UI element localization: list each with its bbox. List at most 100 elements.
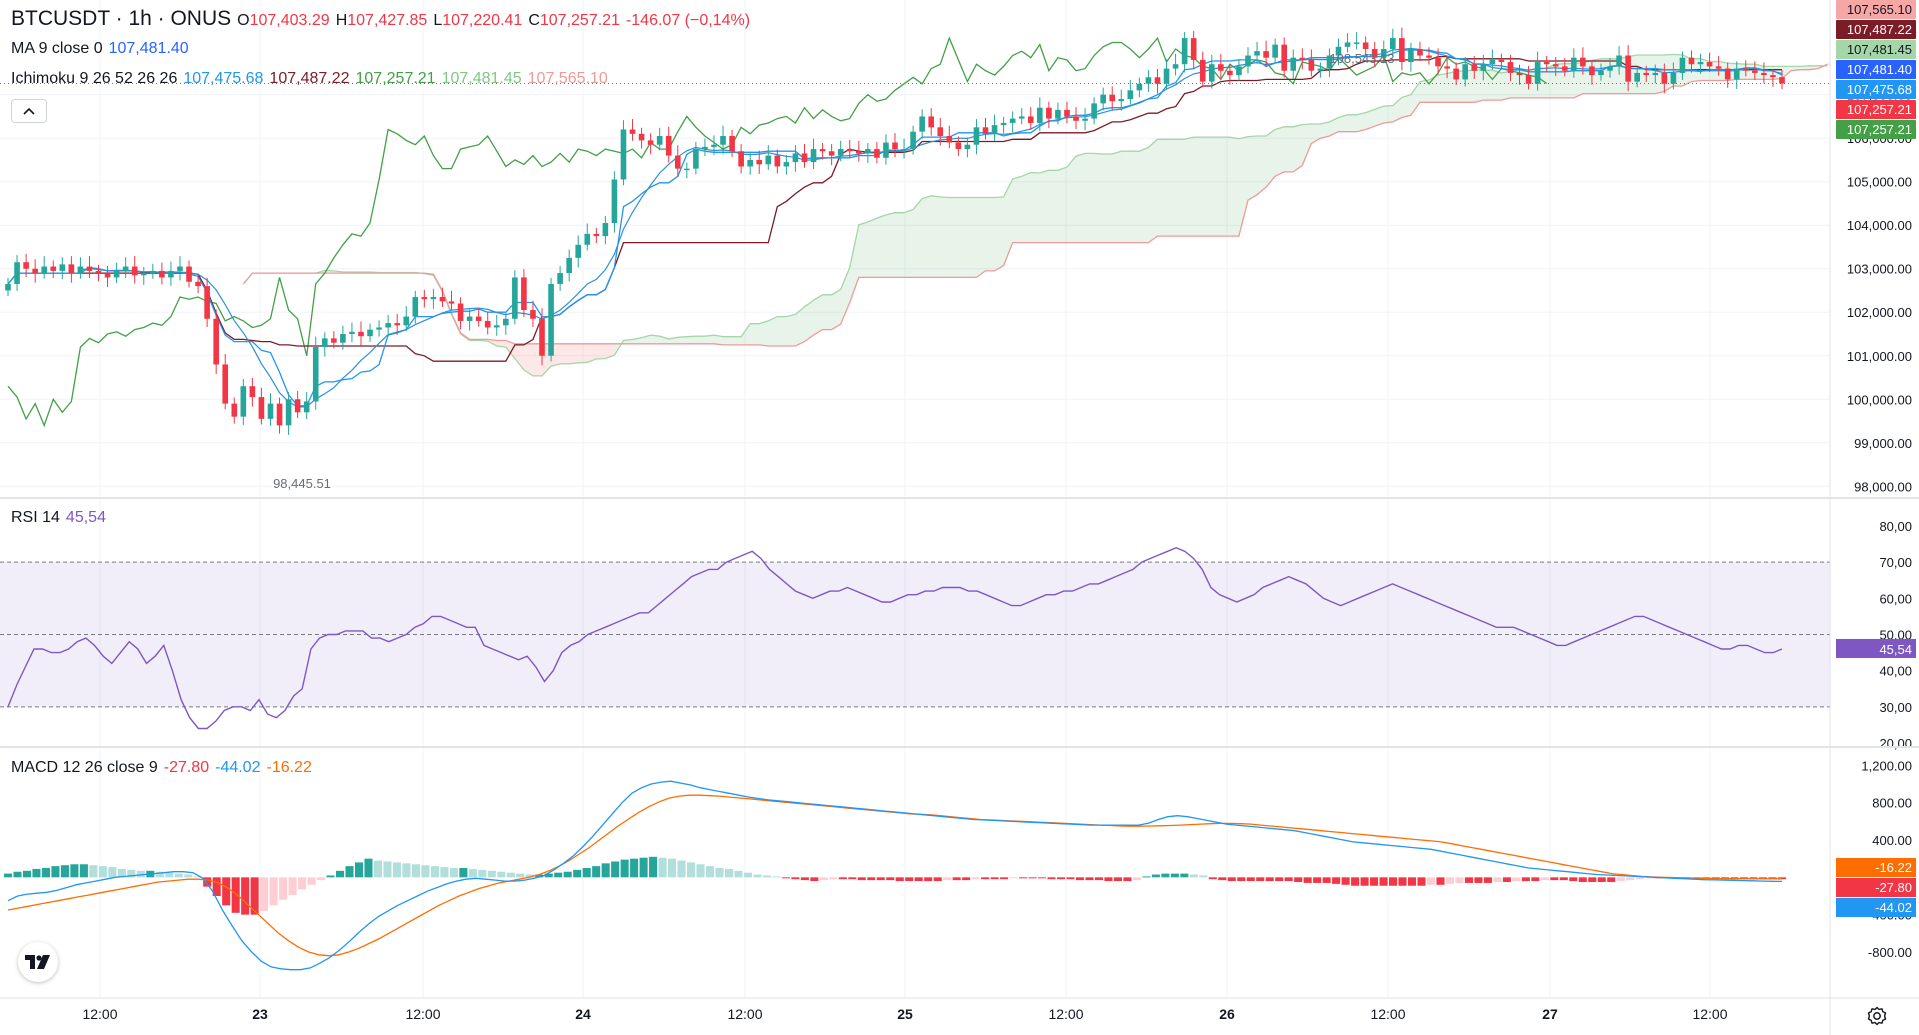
ichimoku-legend[interactable]: Ichimoku 9 26 52 26 26 107,475.68 107,487.…: [11, 70, 614, 88]
macd-histogram-bar: [1635, 877, 1644, 880]
candle-body: [638, 133, 645, 141]
cloud-segment: [1401, 94, 1411, 118]
candle-body: [1263, 51, 1269, 58]
macd-histogram-bar: [924, 877, 933, 882]
candle-body: [1227, 70, 1233, 76]
rsi-legend-value: 45,54: [65, 509, 106, 526]
tradingview-logo[interactable]: [18, 942, 58, 982]
macd-legend-signal: -16.22: [266, 759, 312, 776]
ma-legend[interactable]: MA 9 close 0 107,481.40: [11, 40, 195, 58]
cloud-segment: [1247, 136, 1258, 201]
cloud-segment: [867, 218, 877, 278]
macd-histogram-bar: [1009, 877, 1018, 879]
candle-body: [955, 142, 962, 150]
cloud-segment: [1229, 137, 1239, 237]
macd-histogram-bar: [990, 877, 999, 880]
collapse-legend-button[interactable]: [11, 99, 47, 123]
cloud-segment: [1546, 64, 1556, 98]
cloud-segment: [750, 323, 760, 345]
candle-body: [240, 386, 247, 417]
macd-histogram-bar: [895, 877, 904, 882]
candle-body: [86, 266, 93, 271]
macd-histogram-bar: [1493, 877, 1502, 882]
macd-histogram-bar: [1379, 877, 1388, 886]
candle-body: [1136, 83, 1143, 91]
candle-body: [1697, 62, 1704, 65]
candle-body: [213, 318, 219, 365]
x-axis-label: 25: [897, 1006, 913, 1022]
x-axis-label: 23: [252, 1006, 268, 1022]
macd-histogram-bar: [1113, 877, 1122, 882]
candle-body: [910, 131, 916, 150]
macd-histogram-bar: [1161, 873, 1170, 878]
candle-body: [439, 297, 446, 302]
macd-histogram-bar: [430, 866, 439, 878]
cloud-segment: [813, 294, 823, 336]
cloud-segment: [578, 343, 588, 363]
candle-body: [1625, 55, 1631, 82]
cloud-segment: [587, 343, 597, 363]
price-tag-label: 107,487.22: [1847, 22, 1912, 37]
cloud-segment: [1202, 137, 1212, 237]
macd-legend[interactable]: MACD 12 26 close 9 -27.80 -44.02 -16.22: [11, 759, 318, 777]
gear-icon[interactable]: [1866, 1005, 1888, 1027]
macd-histogram-bar: [1189, 874, 1198, 878]
macd-histogram-bar: [421, 865, 430, 878]
macd-histogram-bar: [848, 877, 857, 880]
rsi-axis-label: 20,00: [1879, 736, 1912, 751]
cloud-segment: [1066, 156, 1077, 243]
macd-histogram-bar: [800, 877, 809, 881]
candle-body: [539, 318, 545, 356]
candle-body: [512, 277, 518, 319]
cloud-segment: [1175, 139, 1185, 237]
candles: 108,543.13 98,445.51: [0, 27, 1830, 491]
macd-histogram-bar: [1332, 877, 1341, 884]
macd-histogram-bar: [174, 873, 183, 878]
cloud-segment: [1410, 81, 1420, 116]
macd-histogram-bar: [1407, 877, 1417, 886]
macd-histogram-bar: [1341, 877, 1350, 885]
cloud-segment: [704, 335, 714, 344]
macd-histogram-bar: [1540, 877, 1549, 881]
rsi-value-tag-label: 45,54: [1879, 642, 1912, 657]
cloud-segment: [994, 196, 1004, 271]
macd-histogram-bar: [781, 877, 790, 879]
rsi-axis-label: 30,00: [1879, 700, 1912, 715]
candle-body: [828, 151, 835, 156]
candle-body: [77, 266, 84, 274]
candle-body: [466, 316, 473, 321]
x-axis-label: 26: [1219, 1006, 1235, 1022]
macd-histogram-bar: [1028, 877, 1037, 879]
cloud-segment: [605, 343, 615, 359]
candle-body: [901, 149, 907, 151]
candle-body: [195, 281, 201, 287]
macd-histogram-bar: [1199, 875, 1208, 878]
candle-body: [1571, 57, 1577, 71]
candle-body: [1082, 118, 1088, 121]
candle-body: [1634, 72, 1640, 82]
macd-histogram-bar: [1142, 876, 1151, 878]
macd-value-tag: [1836, 898, 1916, 917]
candle-body: [1534, 62, 1541, 84]
macd-value-tag: [1836, 858, 1916, 877]
candle-body: [1317, 68, 1324, 71]
price-tag: [1836, 40, 1916, 59]
cloud-segment: [1474, 70, 1484, 103]
candle-body: [711, 144, 717, 147]
price-axis-label: 99,000.00: [1854, 436, 1912, 451]
macd-axis-label: -800.00: [1868, 945, 1912, 960]
candle-body: [1326, 55, 1333, 69]
macd-histogram-bar: [715, 868, 724, 878]
macd-histogram-bar: [876, 877, 885, 881]
rsi-legend[interactable]: RSI 14 45,54: [11, 509, 112, 527]
price-tag: [1836, 60, 1916, 79]
macd-histogram-bar: [1094, 877, 1103, 881]
symbol-title[interactable]: BTCUSDT · 1h · ONUS: [11, 7, 232, 30]
macd-histogram-bar: [279, 877, 288, 900]
cloud-segment: [777, 316, 787, 346]
x-axis-label: 12:00: [1692, 1006, 1727, 1022]
macd-histogram-bar: [269, 877, 278, 906]
candle-body: [1127, 90, 1134, 100]
x-axis-label: 12:00: [727, 1006, 762, 1022]
